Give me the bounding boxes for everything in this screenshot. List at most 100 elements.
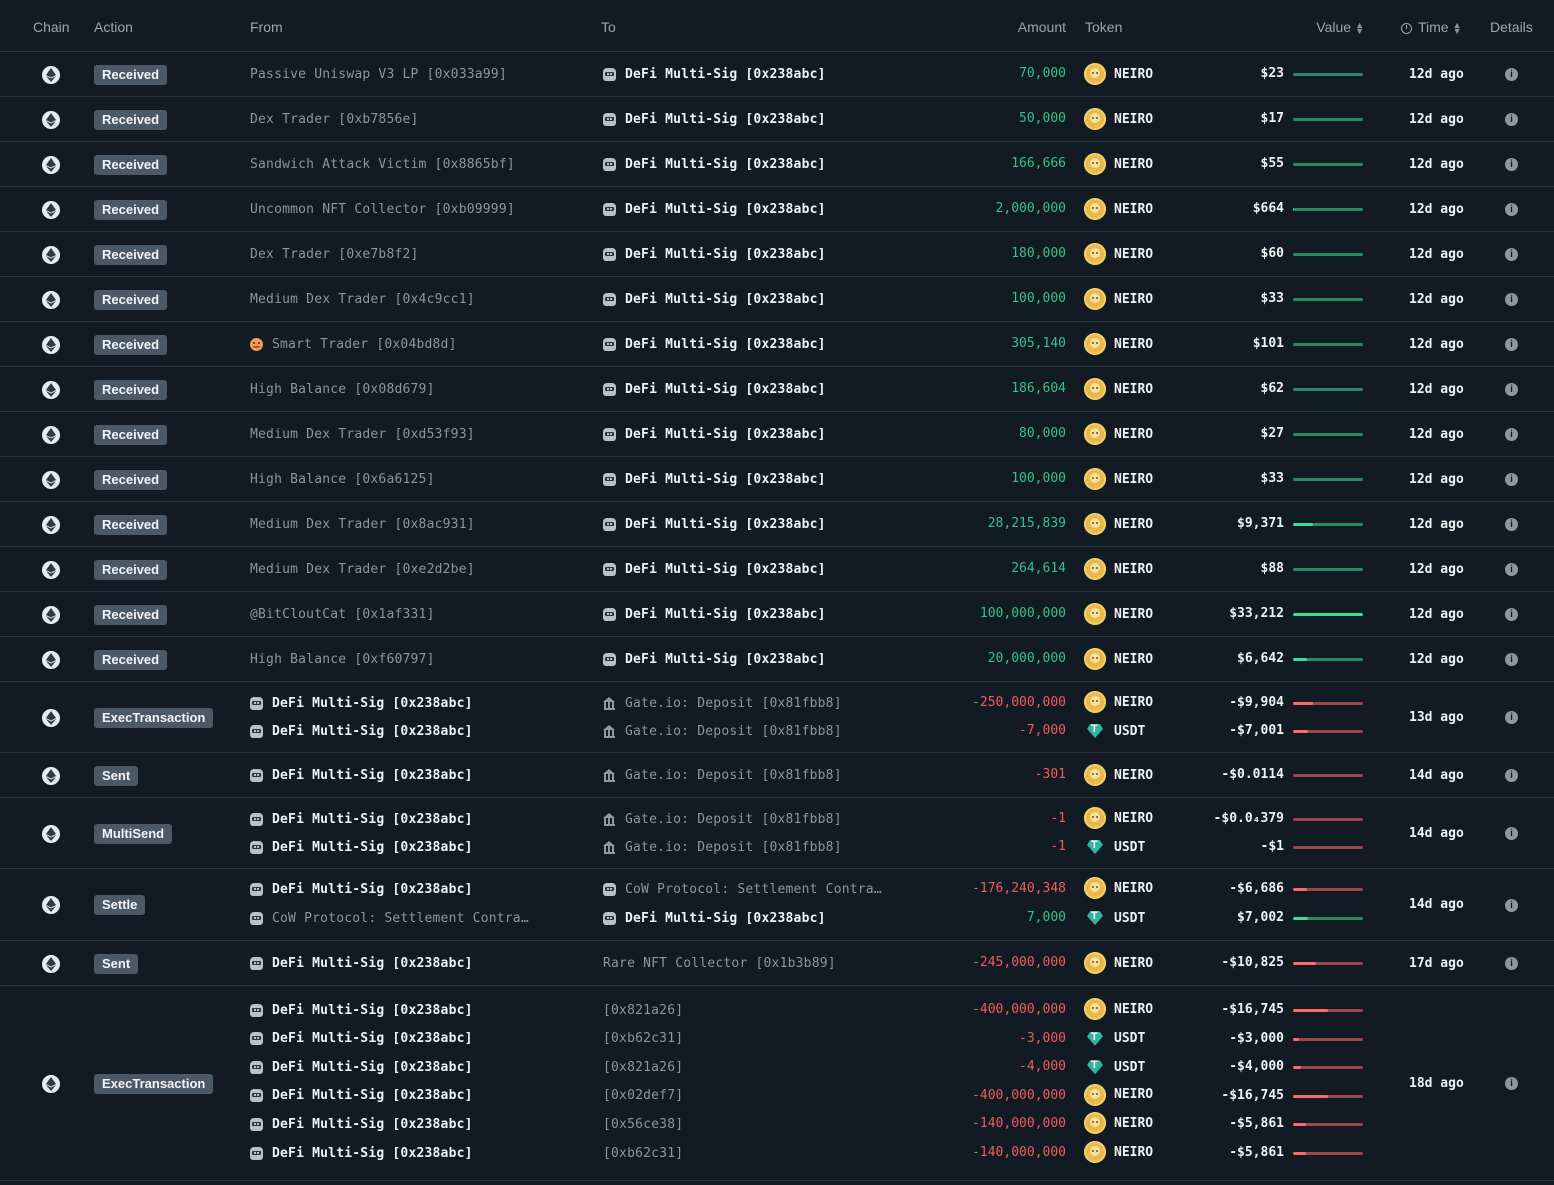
info-icon[interactable]: i bbox=[1505, 518, 1518, 531]
info-icon[interactable]: i bbox=[1505, 383, 1518, 396]
token[interactable]: NEIRO bbox=[1084, 333, 1153, 355]
token[interactable]: NEIRO bbox=[1084, 691, 1153, 713]
info-icon[interactable]: i bbox=[1505, 293, 1518, 306]
token[interactable]: USDT bbox=[1084, 720, 1145, 742]
table-row[interactable]: Received High Balance [0xf60797] DeFi Mult… bbox=[0, 637, 1554, 682]
to-address[interactable]: Gate.io: Deposit [0x81fbb8] bbox=[603, 693, 842, 713]
info-icon[interactable]: i bbox=[1505, 158, 1518, 171]
info-icon[interactable]: i bbox=[1505, 203, 1518, 216]
from-address[interactable]: DeFi Multi-Sig [0x238abc] bbox=[250, 693, 473, 713]
from-address[interactable]: DeFi Multi-Sig [0x238abc] bbox=[250, 809, 473, 829]
from-address[interactable]: DeFi Multi-Sig [0x238abc] bbox=[250, 1143, 473, 1163]
to-address[interactable]: DeFi Multi-Sig [0x238abc] bbox=[603, 469, 826, 489]
table-row[interactable]: ExecTransaction DeFi Multi-Sig [0x238abc]… bbox=[0, 682, 1554, 753]
table-row[interactable]: Settle DeFi Multi-Sig [0x238abc] CoW Proto… bbox=[0, 869, 1554, 941]
table-row[interactable]: ExecTransaction DeFi Multi-Sig [0x238abc]… bbox=[0, 986, 1554, 1181]
table-row[interactable]: Received Medium Dex Trader [0xd53f93] DeFi… bbox=[0, 412, 1554, 457]
from-address[interactable]: Uncommon NFT Collector [0xb09999] bbox=[250, 199, 515, 219]
token[interactable]: NEIRO bbox=[1084, 198, 1153, 220]
to-address[interactable]: [0xb62c31] bbox=[603, 1029, 683, 1049]
info-icon[interactable]: i bbox=[1505, 113, 1518, 126]
to-address[interactable]: CoW Protocol: Settlement Contra… bbox=[603, 879, 882, 899]
from-address[interactable]: Dex Trader [0xe7b8f2] bbox=[250, 244, 419, 264]
to-address[interactable]: [0x02def7] bbox=[603, 1086, 683, 1106]
to-address[interactable]: Rare NFT Collector [0x1b3b89] bbox=[603, 953, 836, 973]
token[interactable]: NEIRO bbox=[1084, 764, 1153, 786]
to-address[interactable]: Gate.io: Deposit [0x81fbb8] bbox=[603, 721, 842, 741]
header-time-sort[interactable]: Time ▲ ▼ bbox=[1401, 0, 1462, 51]
from-address[interactable]: DeFi Multi-Sig [0x238abc] bbox=[250, 837, 473, 857]
table-row[interactable]: Received Smart Trader [0x04bd8d] DeFi Mult… bbox=[0, 322, 1554, 367]
to-address[interactable]: DeFi Multi-Sig [0x238abc] bbox=[603, 514, 826, 534]
from-address[interactable]: @BitCloutCat [0x1af331] bbox=[250, 604, 435, 624]
table-row[interactable]: Received Sandwich Attack Victim [0x8865bf… bbox=[0, 142, 1554, 187]
token[interactable]: NEIRO bbox=[1084, 877, 1153, 899]
to-address[interactable]: [0x56ce38] bbox=[603, 1114, 683, 1134]
from-address[interactable]: High Balance [0x6a6125] bbox=[250, 469, 435, 489]
to-address[interactable]: DeFi Multi-Sig [0x238abc] bbox=[603, 424, 826, 444]
table-row[interactable]: Received @BitCloutCat [0x1af331] DeFi Mult… bbox=[0, 592, 1554, 637]
token[interactable]: NEIRO bbox=[1084, 153, 1153, 175]
info-icon[interactable]: i bbox=[1505, 769, 1518, 782]
to-address[interactable]: DeFi Multi-Sig [0x238abc] bbox=[603, 649, 826, 669]
token[interactable]: USDT bbox=[1084, 1028, 1145, 1050]
token[interactable]: NEIRO bbox=[1084, 378, 1153, 400]
info-icon[interactable]: i bbox=[1505, 898, 1518, 912]
from-address[interactable]: Medium Dex Trader [0x4c9cc1] bbox=[250, 289, 475, 309]
table-row[interactable]: Received Medium Dex Trader [0xe2d2be] DeFi… bbox=[0, 547, 1554, 592]
token[interactable]: NEIRO bbox=[1084, 108, 1153, 130]
from-address[interactable]: DeFi Multi-Sig [0x238abc] bbox=[250, 1029, 473, 1049]
token[interactable]: NEIRO bbox=[1084, 63, 1153, 85]
table-row[interactable]: Received High Balance [0x08d679] DeFi Mult… bbox=[0, 367, 1554, 412]
token[interactable]: NEIRO bbox=[1084, 513, 1153, 535]
table-row[interactable]: Sent DeFi Multi-Sig [0x238abc] Gate.io: De… bbox=[0, 753, 1554, 798]
table-row[interactable]: Received Medium Dex Trader [0x4c9cc1] DeFi… bbox=[0, 277, 1554, 322]
info-icon[interactable]: i bbox=[1505, 428, 1518, 441]
from-address[interactable]: High Balance [0xf60797] bbox=[250, 649, 435, 669]
table-row[interactable]: MultiSend DeFi Multi-Sig [0x238abc] Gate.i… bbox=[0, 798, 1554, 869]
info-icon[interactable]: i bbox=[1505, 711, 1518, 724]
from-address[interactable]: Smart Trader [0x04bd8d] bbox=[250, 334, 457, 354]
token[interactable]: NEIRO bbox=[1084, 998, 1153, 1020]
info-icon[interactable]: i bbox=[1505, 473, 1518, 486]
table-row[interactable]: Received Dex Trader [0xe7b8f2] DeFi Multi-… bbox=[0, 232, 1554, 277]
header-value-sort[interactable]: Value ▲ ▼ bbox=[1316, 0, 1364, 51]
info-icon[interactable]: i bbox=[1505, 608, 1518, 621]
info-icon[interactable]: i bbox=[1505, 563, 1518, 576]
token[interactable]: NEIRO bbox=[1084, 952, 1153, 974]
info-icon[interactable]: i bbox=[1505, 957, 1518, 970]
to-address[interactable]: DeFi Multi-Sig [0x238abc] bbox=[603, 604, 826, 624]
token[interactable]: NEIRO bbox=[1084, 807, 1153, 829]
info-icon[interactable]: i bbox=[1505, 827, 1518, 840]
from-address[interactable]: Medium Dex Trader [0x8ac931] bbox=[250, 514, 475, 534]
info-icon[interactable]: i bbox=[1505, 1077, 1518, 1090]
to-address[interactable]: DeFi Multi-Sig [0x238abc] bbox=[603, 154, 826, 174]
table-row[interactable]: Sent DeFi Multi-Sig [0x238abc] Rare NFT Co… bbox=[0, 941, 1554, 986]
from-address[interactable]: DeFi Multi-Sig [0x238abc] bbox=[250, 953, 473, 973]
from-address[interactable]: DeFi Multi-Sig [0x238abc] bbox=[250, 1057, 473, 1077]
info-icon[interactable]: i bbox=[1505, 653, 1518, 666]
from-address[interactable]: Passive Uniswap V3 LP [0x033a99] bbox=[250, 64, 507, 84]
to-address[interactable]: Gate.io: Deposit [0x81fbb8] bbox=[603, 765, 842, 785]
table-row[interactable]: Received Dex Trader [0xb7856e] DeFi Multi-… bbox=[0, 97, 1554, 142]
token[interactable]: NEIRO bbox=[1084, 243, 1153, 265]
info-icon[interactable]: i bbox=[1505, 338, 1518, 351]
to-address[interactable]: DeFi Multi-Sig [0x238abc] bbox=[603, 244, 826, 264]
to-address[interactable]: DeFi Multi-Sig [0x238abc] bbox=[603, 379, 826, 399]
from-address[interactable]: DeFi Multi-Sig [0x238abc] bbox=[250, 1114, 473, 1134]
to-address[interactable]: DeFi Multi-Sig [0x238abc] bbox=[603, 64, 826, 84]
from-address[interactable]: Sandwich Attack Victim [0x8865bf] bbox=[250, 154, 515, 174]
from-address[interactable]: CoW Protocol: Settlement Contra… bbox=[250, 908, 529, 928]
to-address[interactable]: DeFi Multi-Sig [0x238abc] bbox=[603, 908, 826, 928]
token[interactable]: NEIRO bbox=[1084, 468, 1153, 490]
from-address[interactable]: DeFi Multi-Sig [0x238abc] bbox=[250, 879, 473, 899]
token[interactable]: NEIRO bbox=[1084, 1141, 1153, 1163]
to-address[interactable]: Gate.io: Deposit [0x81fbb8] bbox=[603, 837, 842, 857]
token[interactable]: NEIRO bbox=[1084, 603, 1153, 625]
token[interactable]: NEIRO bbox=[1084, 558, 1153, 580]
from-address[interactable]: DeFi Multi-Sig [0x238abc] bbox=[250, 721, 473, 741]
to-address[interactable]: DeFi Multi-Sig [0x238abc] bbox=[603, 334, 826, 354]
table-row[interactable]: Received Passive Uniswap V3 LP [0x033a99]… bbox=[0, 52, 1554, 97]
token[interactable]: NEIRO bbox=[1084, 648, 1153, 670]
token[interactable]: USDT bbox=[1084, 1056, 1145, 1078]
